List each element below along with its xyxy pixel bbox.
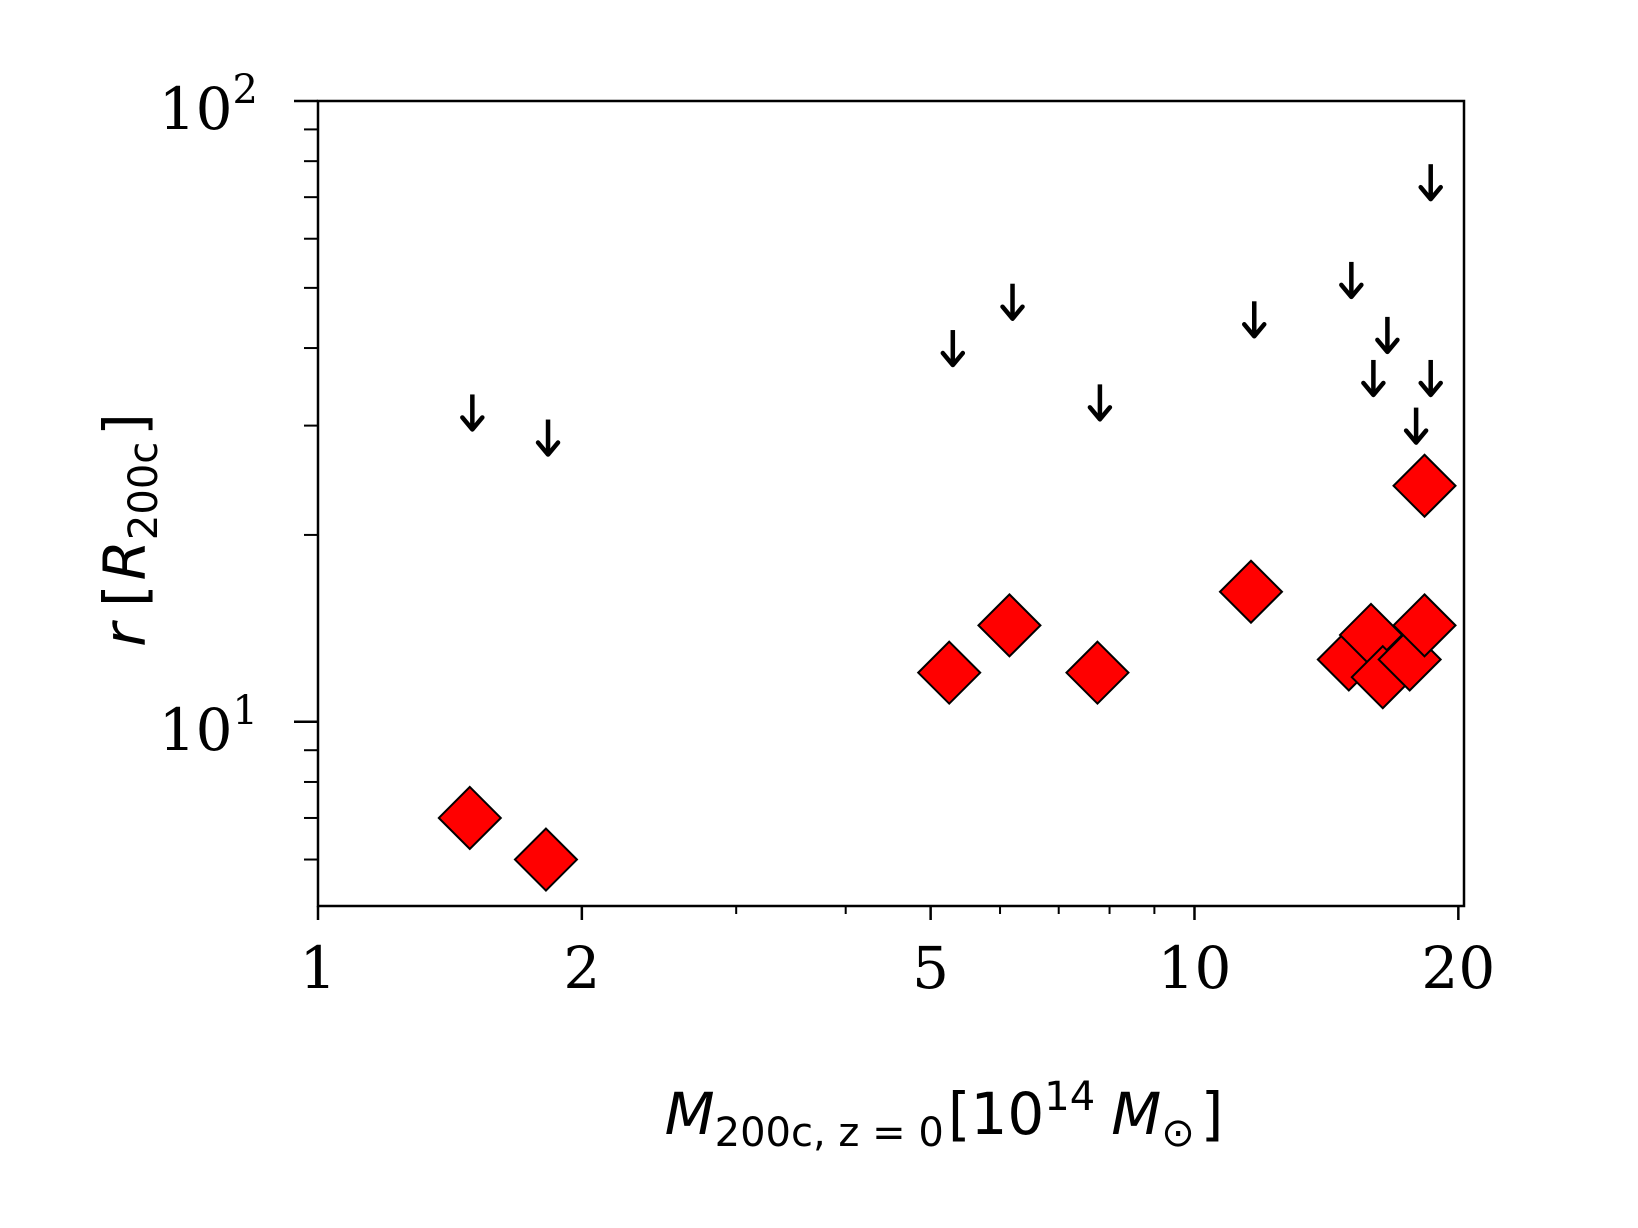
tick-labels: 1 2 5 10 20 101 102 [159,67,1496,1002]
minor-ticks [304,128,1156,914]
diamond-marker [1065,640,1130,706]
y-axis-label-unit-symbol: R [91,540,159,580]
y-axis-label: r [ R200c] [91,413,167,647]
data-points [437,453,1457,892]
down-arrow-marker [1418,359,1443,398]
y-axis-label-main: r [91,620,159,647]
diamond-marker [437,785,503,851]
x-axis-label-bracket-open: [ [948,1080,971,1148]
upper-limit-arrows [460,164,1443,457]
down-arrow-marker [1339,261,1364,300]
x-axis-label-bracket-close: ] [1201,1080,1224,1148]
plot-area-frame [316,99,1466,908]
x-tick-label: 10 [1158,934,1232,1002]
x-axis-label-unit-subscript: ⊙ [1161,1110,1195,1156]
x-tick-label: 5 [912,934,949,1002]
x-tick-label: 20 [1421,934,1495,1002]
down-arrow-marker [535,419,561,457]
major-ticks [294,99,1460,920]
diamond-marker [916,640,982,706]
y-axis-label-unit-subscript: 200c [121,442,167,540]
x-axis-label: M200c, z = 0[1014 M⊙] [665,1074,1224,1156]
diamond-marker [1392,453,1457,519]
y-axis-label-bracket-open: [ [91,584,159,607]
down-arrow-marker [1087,384,1113,422]
x-tick-label: 2 [563,934,600,1002]
x-axis-label-unit-exponent: 14 [1044,1074,1095,1120]
diamond-marker [513,827,579,892]
down-arrow-marker [1418,164,1443,202]
down-arrow-marker [1375,316,1400,355]
down-arrow-marker [1403,407,1429,445]
diamond-marker [977,592,1042,658]
y-tick-label: 101 [159,688,258,764]
diamond-marker [1218,559,1284,625]
axes-frame [316,99,1466,908]
diamond-marker [1392,592,1457,658]
x-tick-label: 1 [300,934,337,1002]
x-axis-label-unit-base: 10 [970,1080,1044,1148]
down-arrow-marker [460,394,485,432]
down-arrow-marker [1361,359,1386,398]
x-axis-label-unit-symbol: M [1111,1080,1161,1148]
y-axis-label-bracket-close: ] [91,413,159,436]
x-axis-label-subscript: 200c, z = 0 [715,1110,944,1156]
y-tick-label: 102 [159,67,258,143]
down-arrow-marker [1241,301,1267,339]
x-axis-label-main: M [665,1080,715,1148]
down-arrow-marker [1000,283,1025,321]
down-arrow-marker [940,330,966,368]
